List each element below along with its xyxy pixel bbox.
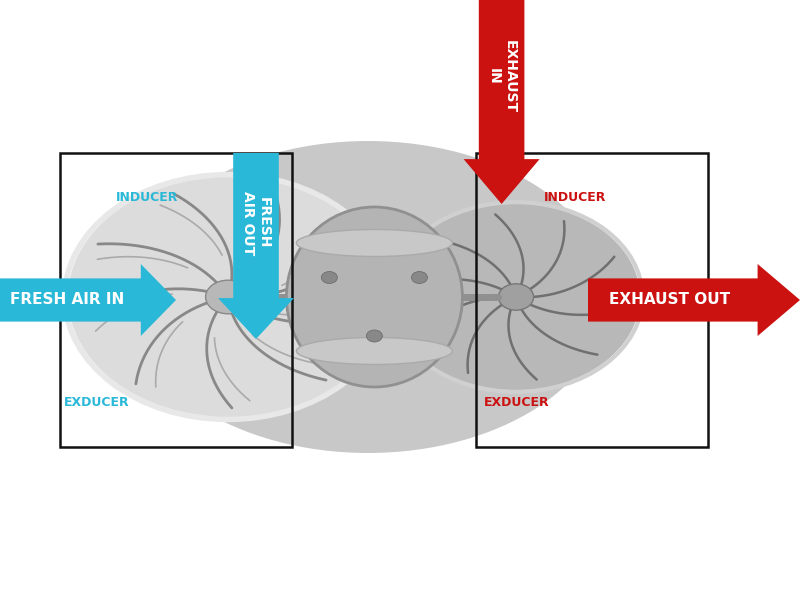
Polygon shape — [464, 0, 539, 204]
Text: FRESH AIR IN: FRESH AIR IN — [10, 292, 125, 307]
Bar — [60, 153, 292, 447]
Circle shape — [322, 271, 338, 283]
Text: EXDUCER: EXDUCER — [64, 396, 130, 409]
Circle shape — [366, 330, 382, 342]
Ellipse shape — [297, 337, 453, 364]
Text: EXDUCER: EXDUCER — [484, 396, 550, 409]
Text: FRESH
AIR OUT: FRESH AIR OUT — [241, 191, 271, 255]
Polygon shape — [588, 264, 800, 336]
Text: INDUCER: INDUCER — [544, 191, 606, 204]
Ellipse shape — [286, 207, 462, 387]
Circle shape — [68, 177, 388, 417]
Ellipse shape — [297, 229, 453, 257]
Circle shape — [498, 284, 534, 310]
Polygon shape — [218, 153, 294, 339]
Text: INDUCER: INDUCER — [116, 191, 178, 204]
Polygon shape — [0, 264, 176, 336]
Circle shape — [411, 271, 427, 283]
Ellipse shape — [128, 141, 608, 453]
Circle shape — [392, 204, 640, 390]
Bar — [476, 153, 708, 447]
Text: EXHAUST OUT: EXHAUST OUT — [609, 292, 730, 307]
Text: EXHAUST
IN: EXHAUST IN — [486, 40, 517, 113]
Circle shape — [206, 280, 250, 314]
